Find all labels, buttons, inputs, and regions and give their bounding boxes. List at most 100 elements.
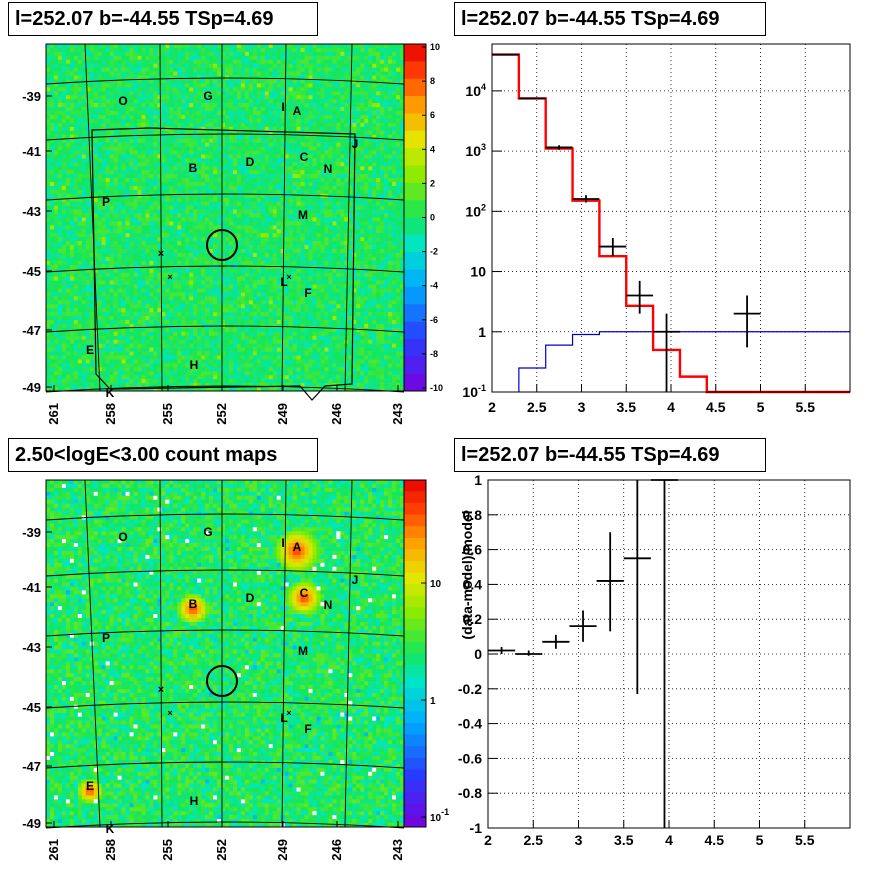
y-tick-label: 104 <box>465 82 486 99</box>
y-tick-label: 10-1 <box>462 383 486 400</box>
residual-point <box>515 651 542 656</box>
x-tick-label: 243 <box>390 403 405 425</box>
residual-point <box>542 635 569 649</box>
x-tick-label: 249 <box>275 403 290 425</box>
colorbar-label: -8 <box>430 349 438 359</box>
residual-point <box>569 611 596 642</box>
y-tick-label: -0.8 <box>458 785 482 801</box>
y-tick-label: -45 <box>22 700 41 715</box>
x-tick-label: 5.5 <box>796 399 816 415</box>
y-tick-label: -39 <box>22 525 41 540</box>
residual-point <box>597 532 624 631</box>
source-label-I: I <box>281 100 284 114</box>
x-tick-label: 243 <box>390 839 405 861</box>
source-label-N: N <box>324 162 333 176</box>
colorbar-label: -2 <box>430 247 438 257</box>
source-label-G: G <box>203 89 212 103</box>
source-label-J: J <box>352 137 359 151</box>
source-label-A: A <box>293 104 302 118</box>
y-axis-label: (data-model)/model <box>459 510 475 639</box>
y-tick-label: -0.4 <box>458 716 482 732</box>
colorbar-label: 10 <box>430 579 442 590</box>
colorbar-label: -4 <box>430 281 438 291</box>
source-label-K: K <box>106 386 115 400</box>
y-tick-label: -49 <box>22 380 41 395</box>
source-label-P: P <box>102 195 110 209</box>
source-label-J: J <box>352 573 359 587</box>
source-label-C: C <box>300 586 309 600</box>
y-tick-label: -0.6 <box>458 750 482 766</box>
colorbar-label: 2 <box>430 178 435 188</box>
data-point <box>626 281 653 314</box>
colorbar-label: -10 <box>430 383 443 393</box>
residual-point <box>488 647 515 654</box>
y-tick-label: 1 <box>478 324 486 340</box>
y-tick-label: -0.2 <box>458 681 482 697</box>
x-tick-label: 3.5 <box>614 832 634 848</box>
x-tick-label: 2 <box>484 832 492 848</box>
y-tick-label: 10 <box>470 264 486 280</box>
source-label-G: G <box>203 525 212 539</box>
y-tick-label: -47 <box>22 323 41 338</box>
marker: × <box>158 684 164 696</box>
source-label-M: M <box>298 208 308 222</box>
marker: × <box>167 708 172 718</box>
x-tick-label: 261 <box>46 839 61 861</box>
source-label-E: E <box>86 779 94 793</box>
x-tick-label: 2 <box>488 399 496 415</box>
source-label-K: K <box>106 822 115 836</box>
x-tick-label: 4 <box>665 832 673 848</box>
y-tick-label: -47 <box>22 759 41 774</box>
source-label-H: H <box>190 358 199 372</box>
source-label-H: H <box>190 794 199 808</box>
x-tick-label: 4.5 <box>705 832 725 848</box>
x-tick-label: 4 <box>667 399 675 415</box>
source-label-A: A <box>293 540 302 554</box>
y-tick-label: -45 <box>22 264 41 279</box>
source-label-B: B <box>189 597 198 611</box>
data-point <box>734 296 761 348</box>
colorbar-label: -6 <box>430 315 438 325</box>
x-tick-label: 255 <box>160 839 175 861</box>
source-label-B: B <box>189 161 198 175</box>
y-tick-label: 102 <box>465 202 486 219</box>
residual-plot: 2 2.5 3 3.5 4 4.5 5 5.510.80.60.40.20-0.2-0.4-0… <box>458 472 850 848</box>
source-label-D: D <box>246 591 255 605</box>
background-model-line <box>519 332 850 392</box>
residual-point <box>651 480 678 828</box>
x-tick-label: 3.5 <box>617 399 637 415</box>
source-label-E: E <box>86 343 94 357</box>
colorbar-label: 6 <box>430 110 435 120</box>
x-tick-label: 252 <box>214 839 229 861</box>
x-tick-label: 249 <box>275 839 290 861</box>
source-label-L: L <box>280 275 287 289</box>
colorbar-label: 10 <box>430 42 440 52</box>
y-tick-label: -39 <box>22 89 41 104</box>
colorbar-label: 10-1 <box>430 807 449 824</box>
x-tick-label: 5 <box>756 832 764 848</box>
colorbar-label: 0 <box>430 213 435 223</box>
marker: × <box>158 248 164 260</box>
model-line <box>492 55 850 392</box>
grid <box>492 44 850 392</box>
source-label-C: C <box>300 150 309 164</box>
source-label-N: N <box>324 598 333 612</box>
y-tick-label: 1 <box>474 472 482 488</box>
y-tick-label: -41 <box>22 580 41 595</box>
x-tick-label: 246 <box>329 403 344 425</box>
x-tick-label: 5.5 <box>795 832 815 848</box>
source-label-D: D <box>246 155 255 169</box>
x-tick-label: 2.5 <box>524 832 544 848</box>
source-label-O: O <box>118 530 127 544</box>
source-label-L: L <box>280 711 287 725</box>
x-tick-label: 3 <box>578 399 586 415</box>
y-tick-label: -43 <box>22 204 41 219</box>
source-label-M: M <box>298 644 308 658</box>
x-tick-label: 2.5 <box>527 399 547 415</box>
x-tick-label: 3 <box>575 832 583 848</box>
y-tick-label: -1 <box>470 820 483 836</box>
source-label-P: P <box>102 631 110 645</box>
x-tick-label: 5 <box>757 399 765 415</box>
